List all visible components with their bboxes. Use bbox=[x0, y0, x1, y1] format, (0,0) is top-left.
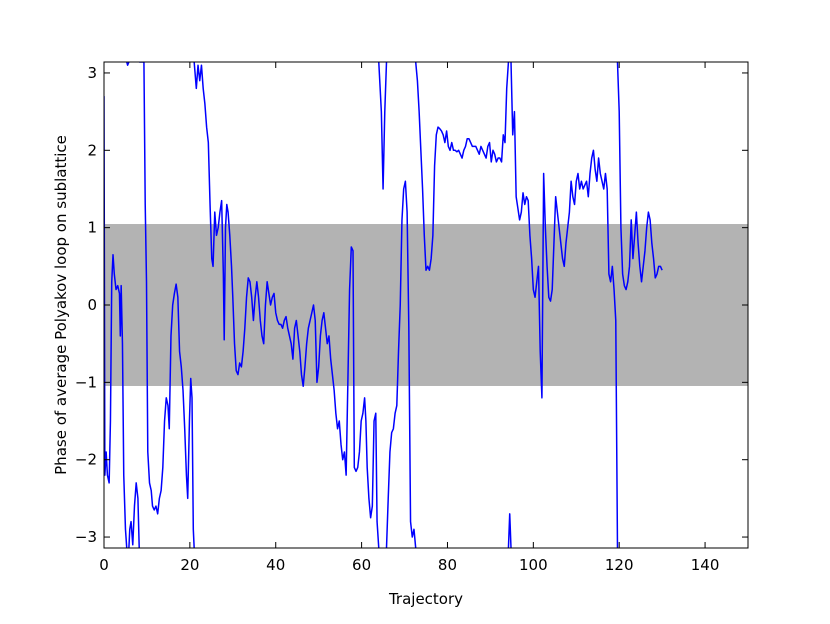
y-tick-label: 0 bbox=[87, 296, 97, 314]
series-line-segment-1 bbox=[126, 62, 130, 66]
y-tick-label: 1 bbox=[87, 219, 97, 237]
series-line-segment-10 bbox=[616, 62, 663, 291]
series-line-segment-2 bbox=[128, 482, 140, 548]
y-tick-label: −3 bbox=[75, 528, 97, 546]
y-axis-label: Phase of average Polyakov loop on sublat… bbox=[52, 135, 70, 475]
y-tick-label: −1 bbox=[75, 373, 97, 391]
series-line-segment-8 bbox=[507, 513, 512, 548]
x-tick-label: 100 bbox=[519, 556, 548, 574]
y-tick-label: 2 bbox=[87, 141, 97, 159]
plot-frame bbox=[103, 61, 749, 549]
series-line-segment-7 bbox=[414, 62, 510, 271]
y-tick-label: 3 bbox=[87, 64, 97, 82]
x-tick-label: 80 bbox=[438, 556, 457, 574]
x-tick-label: 60 bbox=[352, 556, 371, 574]
x-tick-label: 20 bbox=[180, 556, 199, 574]
series-line-segment-5 bbox=[378, 62, 388, 190]
x-axis-label: Trajectory bbox=[388, 590, 463, 608]
series-line-segment-0 bbox=[104, 96, 128, 548]
series-line-segment-3 bbox=[139, 62, 195, 548]
x-tick-label: 140 bbox=[691, 556, 720, 574]
y-tick-label: −2 bbox=[75, 451, 97, 469]
series-line-segment-9 bbox=[510, 62, 619, 548]
shaded-band bbox=[104, 224, 748, 386]
x-tick-label: 120 bbox=[605, 556, 634, 574]
x-tick-label: 40 bbox=[266, 556, 285, 574]
x-tick-label: 0 bbox=[99, 556, 109, 574]
series-line-segment-6 bbox=[385, 180, 417, 548]
series-line-segment-4 bbox=[193, 62, 380, 548]
